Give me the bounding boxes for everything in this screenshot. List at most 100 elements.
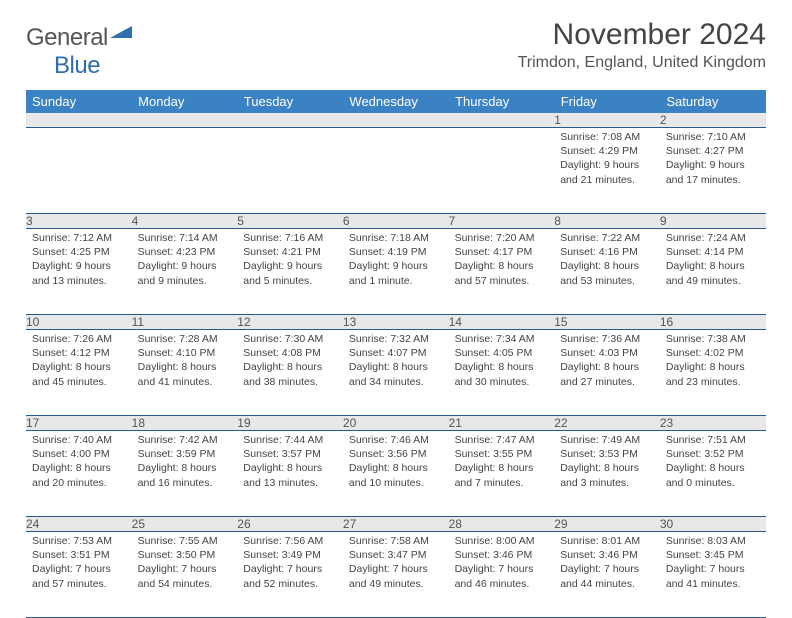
day-cell: Sunrise: 7:28 AMSunset: 4:10 PMDaylight:… <box>132 330 238 416</box>
sunset-text: Sunset: 4:16 PM <box>560 245 654 259</box>
week-row: Sunrise: 7:40 AMSunset: 4:00 PMDaylight:… <box>26 431 766 517</box>
day-cell: Sunrise: 7:49 AMSunset: 3:53 PMDaylight:… <box>554 431 660 517</box>
day-content: Sunrise: 7:34 AMSunset: 4:05 PMDaylight:… <box>449 330 555 393</box>
daylight-text: Daylight: 7 hours and 54 minutes. <box>138 562 232 590</box>
daylight-text: Daylight: 8 hours and 38 minutes. <box>243 360 337 388</box>
week-row: Sunrise: 7:26 AMSunset: 4:12 PMDaylight:… <box>26 330 766 416</box>
day-content: Sunrise: 7:58 AMSunset: 3:47 PMDaylight:… <box>343 532 449 595</box>
daylight-text: Daylight: 8 hours and 3 minutes. <box>560 461 654 489</box>
day-cell: Sunrise: 7:47 AMSunset: 3:55 PMDaylight:… <box>449 431 555 517</box>
sunset-text: Sunset: 4:05 PM <box>455 346 549 360</box>
day-cell: Sunrise: 7:14 AMSunset: 4:23 PMDaylight:… <box>132 229 238 315</box>
daynum-row: 24252627282930 <box>26 517 766 532</box>
sunset-text: Sunset: 3:46 PM <box>455 548 549 562</box>
day-number: 10 <box>26 315 132 330</box>
week-row: Sunrise: 7:08 AMSunset: 4:29 PMDaylight:… <box>26 128 766 214</box>
day-number: 6 <box>343 214 449 229</box>
day-content: Sunrise: 7:18 AMSunset: 4:19 PMDaylight:… <box>343 229 449 292</box>
day-cell: Sunrise: 7:58 AMSunset: 3:47 PMDaylight:… <box>343 532 449 618</box>
sunset-text: Sunset: 3:50 PM <box>138 548 232 562</box>
day-number: 20 <box>343 416 449 431</box>
day-content: Sunrise: 7:42 AMSunset: 3:59 PMDaylight:… <box>132 431 238 494</box>
sunset-text: Sunset: 4:08 PM <box>243 346 337 360</box>
day-number: 15 <box>554 315 660 330</box>
sunrise-text: Sunrise: 8:01 AM <box>560 534 654 548</box>
daylight-text: Daylight: 8 hours and 49 minutes. <box>666 259 760 287</box>
sunrise-text: Sunrise: 7:16 AM <box>243 231 337 245</box>
day-number <box>343 113 449 128</box>
daylight-text: Daylight: 8 hours and 20 minutes. <box>32 461 126 489</box>
day-content: Sunrise: 7:32 AMSunset: 4:07 PMDaylight:… <box>343 330 449 393</box>
daynum-row: 12 <box>26 113 766 128</box>
sunrise-text: Sunrise: 8:03 AM <box>666 534 760 548</box>
sunrise-text: Sunrise: 7:14 AM <box>138 231 232 245</box>
day-content: Sunrise: 7:10 AMSunset: 4:27 PMDaylight:… <box>660 128 766 191</box>
sunset-text: Sunset: 4:02 PM <box>666 346 760 360</box>
daylight-text: Daylight: 8 hours and 45 minutes. <box>32 360 126 388</box>
day-cell <box>449 128 555 214</box>
calendar-table: Sunday Monday Tuesday Wednesday Thursday… <box>26 90 766 618</box>
day-number <box>449 113 555 128</box>
day-number: 2 <box>660 113 766 128</box>
sunset-text: Sunset: 3:59 PM <box>138 447 232 461</box>
sunset-text: Sunset: 4:07 PM <box>349 346 443 360</box>
day-cell: Sunrise: 7:34 AMSunset: 4:05 PMDaylight:… <box>449 330 555 416</box>
day-number: 14 <box>449 315 555 330</box>
sunrise-text: Sunrise: 7:08 AM <box>560 130 654 144</box>
sunrise-text: Sunrise: 7:38 AM <box>666 332 760 346</box>
week-row: Sunrise: 7:12 AMSunset: 4:25 PMDaylight:… <box>26 229 766 315</box>
daylight-text: Daylight: 8 hours and 0 minutes. <box>666 461 760 489</box>
day-content: Sunrise: 8:03 AMSunset: 3:45 PMDaylight:… <box>660 532 766 595</box>
day-number <box>132 113 238 128</box>
sunrise-text: Sunrise: 7:53 AM <box>32 534 126 548</box>
sunset-text: Sunset: 3:57 PM <box>243 447 337 461</box>
day-content: Sunrise: 7:40 AMSunset: 4:00 PMDaylight:… <box>26 431 132 494</box>
daylight-text: Daylight: 8 hours and 13 minutes. <box>243 461 337 489</box>
daylight-text: Daylight: 8 hours and 16 minutes. <box>138 461 232 489</box>
day-cell: Sunrise: 7:38 AMSunset: 4:02 PMDaylight:… <box>660 330 766 416</box>
day-content: Sunrise: 7:38 AMSunset: 4:02 PMDaylight:… <box>660 330 766 393</box>
day-number: 26 <box>237 517 343 532</box>
day-cell: Sunrise: 7:55 AMSunset: 3:50 PMDaylight:… <box>132 532 238 618</box>
day-number: 16 <box>660 315 766 330</box>
col-sunday: Sunday <box>26 90 132 113</box>
day-content: Sunrise: 7:12 AMSunset: 4:25 PMDaylight:… <box>26 229 132 292</box>
day-content <box>132 128 238 134</box>
day-content: Sunrise: 7:30 AMSunset: 4:08 PMDaylight:… <box>237 330 343 393</box>
day-cell <box>237 128 343 214</box>
sunset-text: Sunset: 4:10 PM <box>138 346 232 360</box>
day-content: Sunrise: 7:20 AMSunset: 4:17 PMDaylight:… <box>449 229 555 292</box>
day-cell: Sunrise: 7:24 AMSunset: 4:14 PMDaylight:… <box>660 229 766 315</box>
sunset-text: Sunset: 3:53 PM <box>560 447 654 461</box>
sunrise-text: Sunrise: 7:55 AM <box>138 534 232 548</box>
col-tuesday: Tuesday <box>237 90 343 113</box>
day-number: 25 <box>132 517 238 532</box>
day-cell: Sunrise: 8:03 AMSunset: 3:45 PMDaylight:… <box>660 532 766 618</box>
sunset-text: Sunset: 4:12 PM <box>32 346 126 360</box>
sunrise-text: Sunrise: 7:47 AM <box>455 433 549 447</box>
day-number: 30 <box>660 517 766 532</box>
brand-text: General Blue <box>26 24 132 80</box>
col-saturday: Saturday <box>660 90 766 113</box>
day-content: Sunrise: 7:24 AMSunset: 4:14 PMDaylight:… <box>660 229 766 292</box>
day-content <box>26 128 132 134</box>
daylight-text: Daylight: 8 hours and 34 minutes. <box>349 360 443 388</box>
daylight-text: Daylight: 8 hours and 53 minutes. <box>560 259 654 287</box>
brand-logo: General Blue <box>26 24 132 80</box>
day-cell: Sunrise: 7:22 AMSunset: 4:16 PMDaylight:… <box>554 229 660 315</box>
day-cell: Sunrise: 7:32 AMSunset: 4:07 PMDaylight:… <box>343 330 449 416</box>
day-cell: Sunrise: 7:30 AMSunset: 4:08 PMDaylight:… <box>237 330 343 416</box>
sunset-text: Sunset: 3:52 PM <box>666 447 760 461</box>
day-number: 9 <box>660 214 766 229</box>
day-content: Sunrise: 7:56 AMSunset: 3:49 PMDaylight:… <box>237 532 343 595</box>
day-number: 7 <box>449 214 555 229</box>
daylight-text: Daylight: 9 hours and 13 minutes. <box>32 259 126 287</box>
location-text: Trimdon, England, United Kingdom <box>518 54 766 72</box>
day-number: 23 <box>660 416 766 431</box>
daynum-row: 10111213141516 <box>26 315 766 330</box>
sunrise-text: Sunrise: 7:30 AM <box>243 332 337 346</box>
sunset-text: Sunset: 4:14 PM <box>666 245 760 259</box>
daylight-text: Daylight: 7 hours and 44 minutes. <box>560 562 654 590</box>
day-content: Sunrise: 7:53 AMSunset: 3:51 PMDaylight:… <box>26 532 132 595</box>
day-number: 5 <box>237 214 343 229</box>
